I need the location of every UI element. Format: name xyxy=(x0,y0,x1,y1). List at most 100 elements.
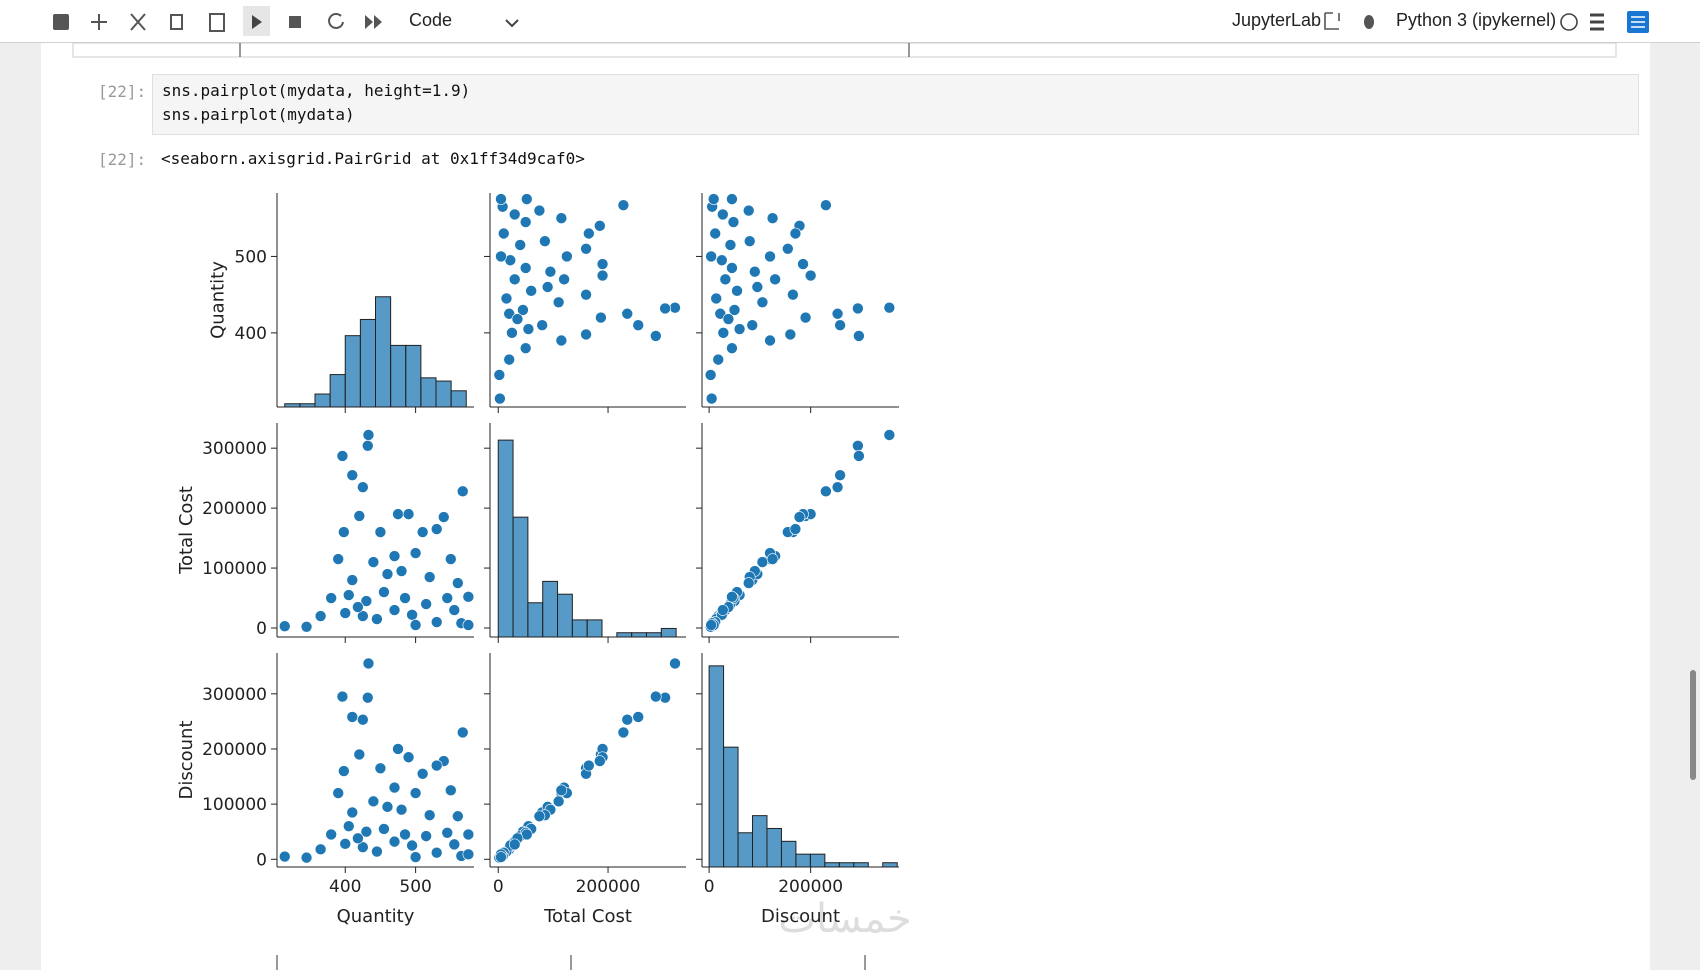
scatter-point xyxy=(399,828,411,841)
scatter-point xyxy=(705,250,717,263)
scatter-point xyxy=(784,328,797,341)
scatter-point xyxy=(705,392,718,405)
scatter-point xyxy=(793,511,806,523)
hist-bar xyxy=(838,862,855,868)
scatter-point xyxy=(519,342,532,354)
y-tick-label: 100000 xyxy=(202,795,267,815)
scatter-point xyxy=(495,851,507,863)
external-icon[interactable] xyxy=(1324,12,1340,30)
scatter-point xyxy=(555,212,568,225)
scatter-point xyxy=(594,755,606,767)
scatter-point xyxy=(789,227,802,240)
code-editor[interactable]: sns.pairplot(mydata, height=1.9) sns.pai… xyxy=(152,74,1639,135)
scatter-point xyxy=(853,450,865,462)
code-line: sns.pairplot(mydata) xyxy=(162,105,355,124)
scatter-point xyxy=(388,781,401,794)
y-tick-label: 0 xyxy=(256,850,267,870)
y-axis-label: Discount xyxy=(176,720,197,799)
x-axis-label: Quantity xyxy=(337,906,415,927)
scatter-point xyxy=(357,841,369,853)
scatter-point xyxy=(278,850,291,863)
scatter-point xyxy=(495,250,507,263)
paste-icon[interactable] xyxy=(209,13,225,32)
scatter-point xyxy=(409,851,422,863)
scatter-point xyxy=(514,239,526,251)
stop-icon[interactable] xyxy=(289,16,301,28)
scatter-point xyxy=(726,262,738,274)
scatter-point xyxy=(749,265,761,278)
add-icon[interactable] xyxy=(91,14,107,30)
scatter-point xyxy=(621,307,634,320)
x-tick-label: 0 xyxy=(493,877,504,897)
cut-icon[interactable] xyxy=(130,13,146,31)
scatter-point xyxy=(716,254,728,267)
scrollbar[interactable] xyxy=(1690,670,1696,780)
run-all-icon[interactable] xyxy=(365,15,382,29)
scatter-point xyxy=(632,711,645,723)
scatter-point xyxy=(536,319,548,332)
scatter-point xyxy=(797,258,809,270)
scatter-point xyxy=(764,334,776,347)
scatter-point xyxy=(342,820,355,832)
scatter-point xyxy=(423,809,436,821)
scatter-point xyxy=(583,759,595,772)
scatter-point xyxy=(519,262,532,274)
scatter-point xyxy=(727,216,740,228)
scatter-point xyxy=(756,556,769,568)
scatter-point xyxy=(558,273,570,286)
scatter-point xyxy=(709,227,722,240)
scatter-point xyxy=(462,591,475,603)
scatter-point xyxy=(381,568,394,580)
debug-icon[interactable] xyxy=(1364,15,1374,29)
x-tick-label: 200000 xyxy=(576,877,641,897)
scatter-point xyxy=(883,301,896,314)
scatter-point xyxy=(834,469,846,481)
scatter-point xyxy=(617,199,630,212)
menu-icon[interactable] xyxy=(1590,13,1604,31)
scatter-point xyxy=(555,784,568,797)
scatter-point xyxy=(494,392,506,405)
hist-bar xyxy=(571,619,588,638)
y-tick-label: 400 xyxy=(235,324,267,344)
scatter-point xyxy=(402,751,415,764)
scatter-point xyxy=(388,550,401,562)
scatter-point xyxy=(444,784,457,797)
save-icon[interactable] xyxy=(53,14,69,30)
hist-bar xyxy=(616,632,633,638)
restart-icon[interactable] xyxy=(328,13,344,29)
copy-icon[interactable] xyxy=(170,14,183,30)
scatter-point xyxy=(388,604,401,616)
scatter-point xyxy=(452,810,464,823)
scatter-point xyxy=(441,827,454,839)
scatter-point xyxy=(336,450,349,462)
scatter-point xyxy=(346,806,359,819)
scatter-point xyxy=(517,304,529,316)
output-prompt: [22]: xyxy=(98,150,147,169)
scatter-point xyxy=(448,838,461,851)
scatter-point xyxy=(583,227,595,240)
y-tick-label: 500 xyxy=(235,247,267,267)
hist-bar xyxy=(766,827,782,868)
app-link[interactable]: JupyterLab xyxy=(1232,10,1322,30)
kernel-name[interactable]: Python 3 (ipykernel) xyxy=(1396,10,1557,30)
y-tick-label: 300000 xyxy=(202,685,267,705)
scatter-point xyxy=(392,743,404,755)
scatter-point xyxy=(346,469,359,481)
scatter-point xyxy=(722,313,735,325)
run-icon[interactable] xyxy=(252,15,262,29)
scatter-point xyxy=(834,319,846,332)
hist-bar xyxy=(390,344,407,408)
scatter-point xyxy=(420,830,432,842)
scatter-point xyxy=(374,526,387,538)
dropdown-arrow[interactable] xyxy=(505,19,519,28)
scatter-point xyxy=(378,823,390,835)
scatter-point xyxy=(731,285,743,297)
cell-type[interactable]: Code xyxy=(409,10,453,30)
scatter-point xyxy=(751,281,764,293)
scatter-point xyxy=(799,311,812,324)
scatter-point xyxy=(332,553,345,565)
scatter-point xyxy=(650,690,662,703)
scatter-point xyxy=(381,801,394,813)
hist-bar xyxy=(344,335,361,408)
scatter-point xyxy=(503,353,516,366)
